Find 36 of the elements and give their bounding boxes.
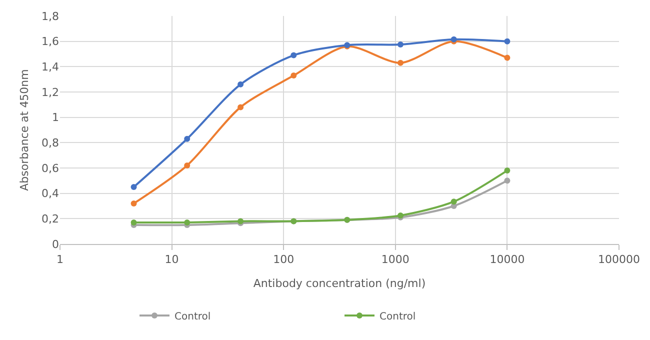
point	[504, 178, 510, 184]
point	[238, 104, 244, 110]
x-tick-label: 10	[164, 253, 179, 266]
point	[130, 200, 137, 206]
x-tick-label: 10000	[490, 253, 525, 266]
y-tick-label: 0,8	[42, 136, 59, 150]
point	[504, 168, 510, 174]
point	[450, 198, 457, 205]
point	[130, 219, 137, 226]
legend-label: Control	[174, 311, 211, 322]
point	[504, 54, 510, 61]
y-tick-label: 1,4	[42, 60, 59, 74]
point	[238, 81, 244, 88]
y-tick-label: 1,8	[42, 10, 59, 23]
legend-label: Control	[380, 311, 416, 322]
y-tick-label: 1,2	[42, 86, 59, 99]
x-tick-label: 100	[273, 253, 294, 266]
x-tick-label: 100000	[598, 253, 640, 266]
point	[290, 72, 297, 79]
x-tick-label: 1000	[381, 253, 410, 266]
y-tick-label: 0,4	[42, 187, 59, 200]
y-tick-label: 1	[52, 111, 59, 124]
point	[184, 219, 190, 226]
y-tick-label: 1,6	[42, 35, 59, 48]
point	[398, 42, 404, 48]
point	[398, 60, 404, 66]
point	[184, 136, 190, 142]
point	[184, 162, 190, 168]
y-tick-label: 0,2	[42, 212, 59, 226]
y-tick-label: 0	[52, 238, 59, 251]
y-tick-label: 0,6	[42, 162, 59, 175]
point	[290, 52, 297, 58]
y-axis-title: Absorbance at 450nm	[18, 69, 31, 191]
point	[130, 184, 137, 190]
x-axis-title: Antibody concentration (ng/ml)	[253, 277, 426, 290]
point	[504, 38, 510, 44]
